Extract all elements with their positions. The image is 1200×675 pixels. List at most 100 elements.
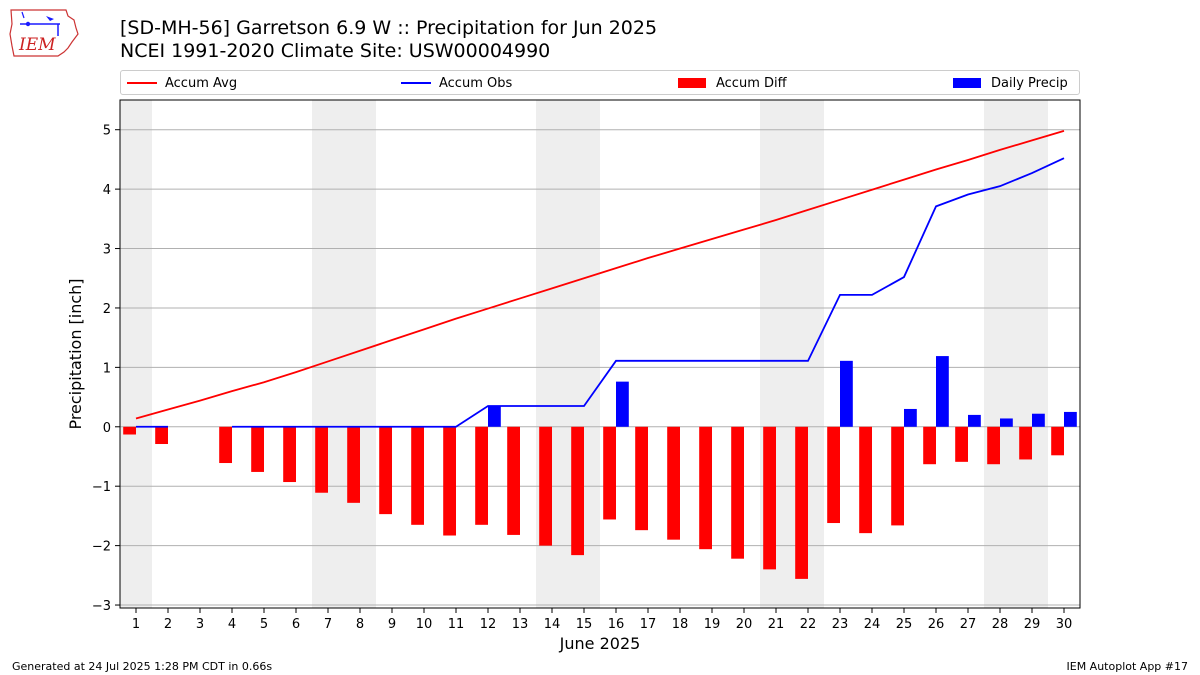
x-tick-label: 23 <box>832 617 849 632</box>
iem-logo: IEM <box>8 6 82 62</box>
bar-accum-diff <box>763 426 776 570</box>
bar-daily-precip <box>616 381 629 427</box>
bar-accum-diff <box>635 426 648 531</box>
bar-accum-diff <box>1051 426 1064 456</box>
weekend-shade-band <box>120 100 152 608</box>
y-tick-label: 2 <box>103 302 111 317</box>
x-tick-label: 22 <box>800 617 817 632</box>
x-tick-label: 1 <box>132 617 140 632</box>
bar-accum-diff <box>987 426 1000 465</box>
bar-accum-diff <box>891 426 904 526</box>
chart-title: [SD-MH-56] Garretson 6.9 W :: Precipitat… <box>120 17 658 39</box>
bar-daily-precip <box>1032 413 1045 427</box>
y-tick-label: 3 <box>103 243 111 258</box>
bar-accum-diff <box>667 426 680 540</box>
x-tick-label: 3 <box>196 617 204 632</box>
bar-accum-diff <box>155 426 168 445</box>
y-tick-label: 0 <box>103 421 111 436</box>
bar-accum-diff <box>123 426 136 435</box>
x-tick-label: 17 <box>640 617 657 632</box>
x-tick-label: 27 <box>960 617 977 632</box>
legend-label-accum-diff: Accum Diff <box>716 75 787 91</box>
plot-frame <box>119 99 1081 609</box>
x-tick-label: 25 <box>896 617 913 632</box>
legend-swatch-accum-avg <box>127 82 157 84</box>
bar-accum-diff <box>923 426 936 465</box>
bar-accum-diff <box>795 426 808 579</box>
y-tick-label: −1 <box>92 480 111 495</box>
x-tick-label: 13 <box>512 617 529 632</box>
x-tick-label: 24 <box>864 617 881 632</box>
bar-accum-diff <box>283 426 296 483</box>
generated-timestamp: Generated at 24 Jul 2025 1:28 PM CDT in … <box>12 660 273 673</box>
x-axis-label: June 2025 <box>559 634 641 653</box>
legend-label-accum-obs: Accum Obs <box>439 75 513 91</box>
x-tick-label: 4 <box>228 617 236 632</box>
legend-label-daily-precip: Daily Precip <box>991 75 1068 91</box>
x-tick-label: 2 <box>164 617 172 632</box>
x-tick-label: 12 <box>480 617 497 632</box>
x-tick-label: 26 <box>928 617 945 632</box>
x-tick-label: 20 <box>736 617 753 632</box>
x-tick-label: 16 <box>608 617 625 632</box>
bar-accum-diff <box>347 426 360 503</box>
bar-daily-precip <box>936 356 949 427</box>
bar-accum-diff <box>251 426 264 472</box>
legend-swatch-daily-precip <box>953 78 981 88</box>
bar-accum-diff <box>955 426 968 462</box>
legend-item-accum-diff: Accum Diff <box>678 74 787 92</box>
bar-accum-diff <box>411 426 424 525</box>
y-tick-label: 4 <box>103 183 111 198</box>
bar-daily-precip <box>488 405 501 427</box>
bar-daily-precip <box>968 414 981 427</box>
x-tick-label: 7 <box>324 617 332 632</box>
chart-legend: Accum Avg Accum Obs Accum Diff Daily Pre… <box>120 70 1080 95</box>
bar-accum-diff <box>219 426 232 464</box>
x-tick-label: 5 <box>260 617 268 632</box>
x-tick-label: 15 <box>576 617 593 632</box>
x-tick-label: 6 <box>292 617 300 632</box>
legend-item-accum-obs: Accum Obs <box>401 74 512 92</box>
svg-text:IEM: IEM <box>18 35 56 55</box>
bar-accum-diff <box>475 426 488 525</box>
y-axis-label: Precipitation [inch] <box>66 278 85 429</box>
bar-accum-diff <box>315 426 328 493</box>
x-tick-label: 10 <box>416 617 433 632</box>
legend-label-accum-avg: Accum Avg <box>165 75 238 91</box>
iowa-state-outline-icon: IEM <box>9 9 79 57</box>
x-tick-label: 11 <box>448 617 465 632</box>
x-tick-label: 8 <box>356 617 364 632</box>
legend-swatch-accum-obs <box>401 82 431 84</box>
legend-item-daily-precip: Daily Precip <box>953 74 1068 92</box>
x-tick-label: 30 <box>1056 617 1073 632</box>
x-tick-label: 29 <box>1024 617 1041 632</box>
bar-accum-diff <box>571 426 584 556</box>
y-tick-label: 1 <box>103 361 111 376</box>
y-tick-label: 5 <box>103 124 111 139</box>
chart-subtitle: NCEI 1991-2020 Climate Site: USW00004990 <box>120 40 551 62</box>
x-tick-label: 21 <box>768 617 785 632</box>
legend-item-accum-avg: Accum Avg <box>127 74 237 92</box>
x-tick-label: 18 <box>672 617 689 632</box>
y-tick-label: −2 <box>92 540 111 555</box>
bar-accum-diff <box>507 426 520 535</box>
bar-accum-diff <box>539 426 552 546</box>
line-accum-obs <box>232 157 1065 428</box>
legend-swatch-accum-diff <box>678 78 706 88</box>
bar-accum-diff <box>379 426 392 515</box>
bar-daily-precip <box>1064 411 1077 427</box>
bar-accum-diff <box>731 426 744 559</box>
weekend-shade-band <box>312 100 376 608</box>
y-tick-label: −3 <box>92 599 111 614</box>
bar-daily-precip <box>1000 418 1013 427</box>
x-tick-label: 9 <box>388 617 396 632</box>
bar-accum-diff <box>1019 426 1032 460</box>
bar-daily-precip <box>840 360 853 427</box>
app-credit: IEM Autoplot App #17 <box>1066 660 1189 673</box>
bar-accum-diff <box>603 426 616 520</box>
x-tick-label: 19 <box>704 617 721 632</box>
x-tick-label: 28 <box>992 617 1009 632</box>
line-accum-avg <box>135 130 1065 420</box>
bar-accum-diff <box>859 426 872 534</box>
